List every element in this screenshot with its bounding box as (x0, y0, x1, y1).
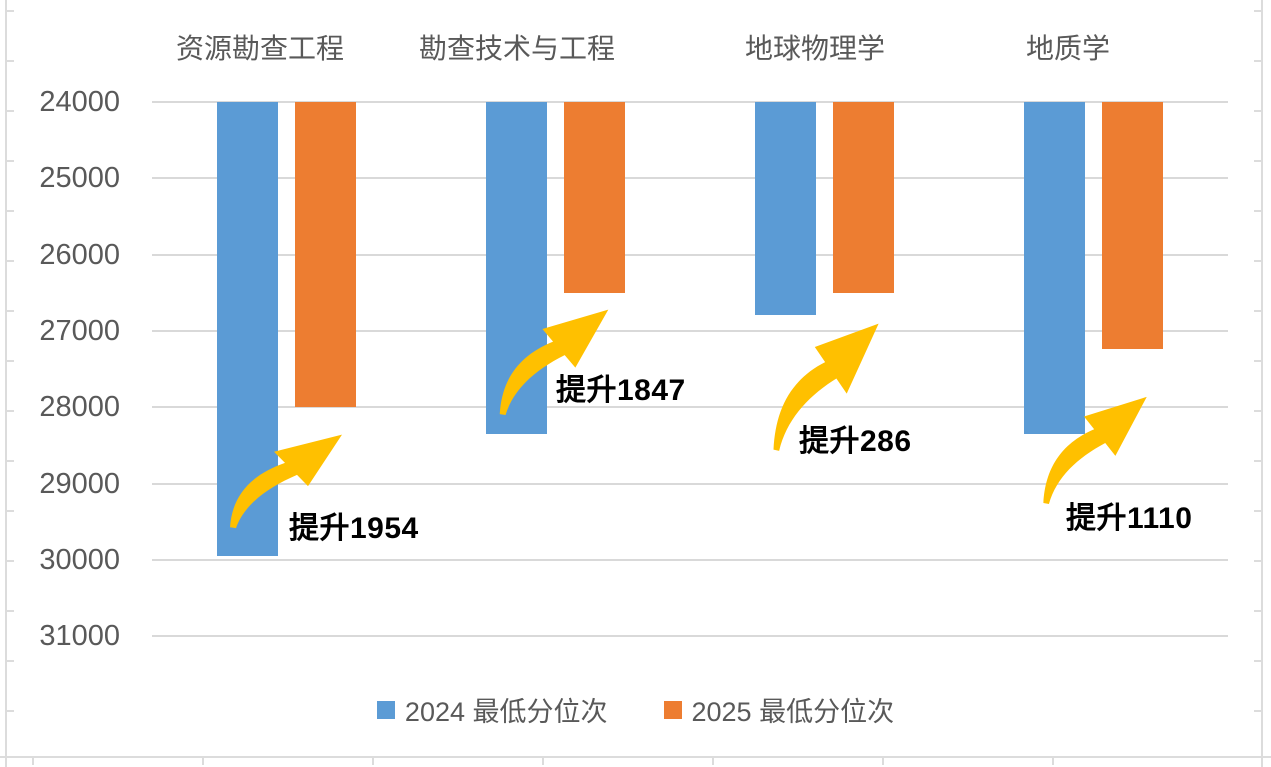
y-axis-tick-label: 30000 (39, 543, 120, 576)
category-label: 地质学 (1025, 33, 1111, 64)
bar-series2-group4 (1102, 102, 1163, 350)
legend-item: 2024 最低分位次 (376, 690, 608, 729)
legend-swatch-icon (663, 700, 682, 719)
y-axis-tick-label: 25000 (39, 162, 120, 195)
category-label: 勘查技术与工程 (418, 33, 616, 64)
sheet-gridline-left-ticks (5, 0, 14, 767)
improvement-label: 提升1954 (289, 512, 419, 545)
gridline (152, 558, 1228, 561)
y-axis-tick-label: 27000 (39, 314, 120, 347)
legend: 2024 最低分位次 2025 最低分位次 (0, 690, 1271, 729)
category-label: 资源勘查工程 (175, 33, 345, 64)
gridline (152, 177, 1228, 180)
y-axis-tick-label: 31000 (39, 620, 120, 653)
bar-series2-group1 (295, 102, 356, 407)
y-axis-tick-label: 29000 (39, 467, 120, 500)
sheet-gridline-right-ticks (1254, 0, 1263, 767)
improvement-label: 提升286 (799, 425, 912, 458)
category-label: 地球物理学 (744, 33, 886, 64)
bar-series2-group2 (564, 102, 625, 293)
improvement-label: 提升1110 (1066, 502, 1193, 535)
y-axis-tick-label: 24000 (39, 86, 120, 118)
gridline (152, 329, 1228, 332)
y-axis-tick-label: 26000 (39, 238, 120, 271)
improvement-arrow-icon (1036, 387, 1156, 505)
gridline (152, 406, 1228, 409)
sheet-gridline-bottom-ticks (0, 756, 1271, 765)
legend-swatch-icon (376, 700, 395, 719)
improvement-arrow-icon (222, 426, 352, 529)
y-axis-tick-label: 28000 (39, 391, 120, 424)
bar-series1-group4 (1024, 102, 1085, 434)
improvement-arrow-icon (492, 300, 618, 416)
gridline (152, 635, 1228, 638)
bar-series1-group3 (755, 102, 816, 315)
legend-label: 2025 最低分位次 (691, 697, 895, 727)
legend-item: 2025 最低分位次 (663, 690, 895, 729)
legend-label: 2024 最低分位次 (404, 697, 608, 727)
gridline (152, 101, 1228, 103)
improvement-arrow-icon (766, 312, 888, 452)
gridline (152, 253, 1228, 256)
improvement-label: 提升1847 (556, 374, 686, 407)
gridline (152, 482, 1228, 485)
bar-series2-group3 (833, 102, 894, 293)
